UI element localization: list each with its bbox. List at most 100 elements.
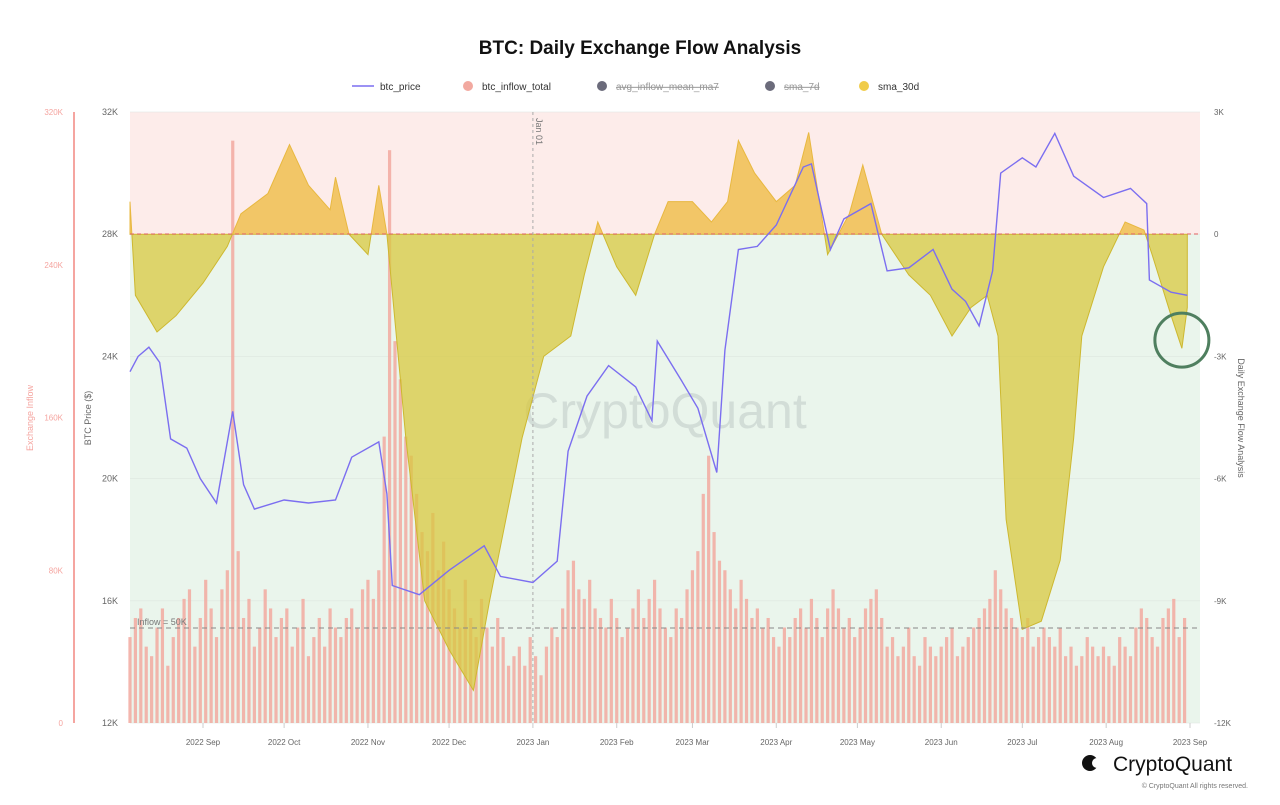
inflow-bar [961, 646, 965, 723]
inflow-bar [1009, 617, 1014, 723]
inflow-bar [398, 379, 402, 723]
legend-item-btc-price[interactable]: btc_price [352, 82, 421, 93]
inflow-bar [826, 608, 830, 723]
inflow-bar [734, 608, 738, 723]
inflow-bar [820, 637, 824, 723]
flow-axis-label: Daily Exchange Flow Analysis [1236, 358, 1246, 478]
inflow-bar [869, 598, 873, 723]
inflow-bar [198, 617, 202, 723]
legend-item-avg-inflow-mean-ma7[interactable]: avg_inflow_mean_ma7 [597, 81, 719, 93]
sma-30d-negative-area [129, 234, 1188, 692]
inflow-bar [1074, 665, 1079, 723]
inflow-bar [625, 627, 630, 723]
inflow-bar [279, 617, 284, 723]
inflow-bar [934, 656, 938, 723]
inflow-bar [598, 617, 603, 723]
price-tick-label: 16K [102, 596, 118, 606]
inflow-bar [317, 617, 321, 723]
inflow-bar [815, 617, 819, 723]
inflow-bar [945, 637, 949, 723]
inflow-bar [220, 589, 224, 723]
inflow-bar [193, 646, 197, 723]
legend: btc_price btc_inflow_total avg_inflow_mean… [352, 81, 919, 93]
inflow-bar [680, 617, 684, 723]
inflow-bar [917, 665, 922, 723]
inflow-bar [517, 646, 521, 723]
x-tick-label: 2022 Nov [351, 738, 385, 747]
inflow-bar [479, 598, 484, 723]
inflow-bar [534, 656, 538, 723]
price-axis-label: BTC Price ($) [83, 391, 93, 446]
flow-tick-label: -3K [1214, 352, 1227, 361]
inflow-bar [1145, 617, 1149, 723]
inflow-tick-label: 320K [44, 108, 63, 117]
inflow-bar [1166, 608, 1170, 723]
inflow-tick-label: 160K [44, 414, 63, 423]
x-tick-label: 2022 Dec [432, 738, 466, 747]
inflow-bar [690, 570, 695, 723]
x-tick-label: 2023 Jan [516, 738, 549, 747]
flow-tick-label: -6K [1214, 475, 1227, 484]
x-tick-label: 2023 Jul [1007, 738, 1037, 747]
inflow-bar [204, 579, 208, 723]
x-tick-label: 2023 May [840, 738, 875, 747]
inflow-bar [355, 627, 359, 723]
inflow-bar [615, 617, 619, 723]
inflow-bar [771, 637, 776, 723]
inflow-bar [447, 589, 451, 723]
inflow-threshold-label: Inflow = 50K [137, 617, 187, 627]
inflow-bar [252, 646, 256, 723]
inflow-tick-label: 80K [49, 566, 64, 575]
inflow-bar [831, 589, 835, 723]
inflow-bar [880, 617, 884, 723]
inflow-bar [809, 598, 814, 723]
inflow-bar [1182, 617, 1187, 723]
inflow-bar [333, 627, 338, 723]
inflow-bar [150, 656, 154, 723]
inflow-bar [907, 627, 911, 723]
axes: 32K 3K 28K 0 24K -3K 20K -6K 16K -9K 12K -12K 320K 24… [44, 107, 1231, 747]
legend-item-btc-inflow-total[interactable]: btc_inflow_total [463, 81, 551, 93]
inflow-bar [501, 637, 505, 723]
inflow-bar [1058, 627, 1062, 723]
inflow-bar [512, 656, 516, 723]
inflow-bar [285, 608, 289, 723]
highlight-circle [1153, 311, 1211, 369]
inflow-bar [652, 579, 657, 723]
x-tick-label: 2022 Oct [268, 738, 301, 747]
legend-label: btc_inflow_total [482, 82, 551, 93]
inflow-bar [555, 637, 559, 723]
legend-dot-icon [597, 81, 607, 91]
inflow-bar [490, 646, 494, 723]
price-tick-label: 20K [102, 474, 118, 484]
inflow-tick-label: 240K [44, 261, 63, 270]
legend-dot-icon [765, 81, 775, 91]
inflow-bar [485, 627, 489, 723]
inflow-axis-label: Exchange Inflow [25, 384, 35, 451]
chart-title: BTC: Daily Exchange Flow Analysis [479, 38, 801, 59]
inflow-bar [269, 608, 273, 723]
inflow-bar [750, 617, 754, 723]
inflow-bar [874, 589, 878, 723]
inflow-bar [258, 627, 262, 723]
sma-30d-positive-area [129, 132, 1188, 234]
inflow-bar [1161, 617, 1165, 723]
footer-logo: CryptoQuant [1082, 753, 1232, 776]
inflow-bar [1096, 656, 1100, 723]
legend-item-sma-30d[interactable]: sma_30d [859, 81, 919, 93]
jan-marker-label: Jan 01 [534, 118, 544, 145]
inflow-bar [577, 589, 581, 723]
inflow-bar [350, 608, 354, 723]
inflow-bar [323, 646, 327, 723]
inflow-bar [744, 598, 749, 723]
inflow-bar [636, 589, 640, 723]
inflow-bar [842, 627, 846, 723]
inflow-bar [804, 627, 808, 723]
inflow-bar [1123, 646, 1127, 723]
inflow-bar [620, 637, 624, 723]
legend-item-sma-7d[interactable]: sma_7d [765, 81, 820, 93]
inflow-bar [263, 589, 267, 723]
inflow-bar [1134, 627, 1138, 723]
inflow-bar [187, 589, 192, 723]
inflow-bar [306, 656, 311, 723]
